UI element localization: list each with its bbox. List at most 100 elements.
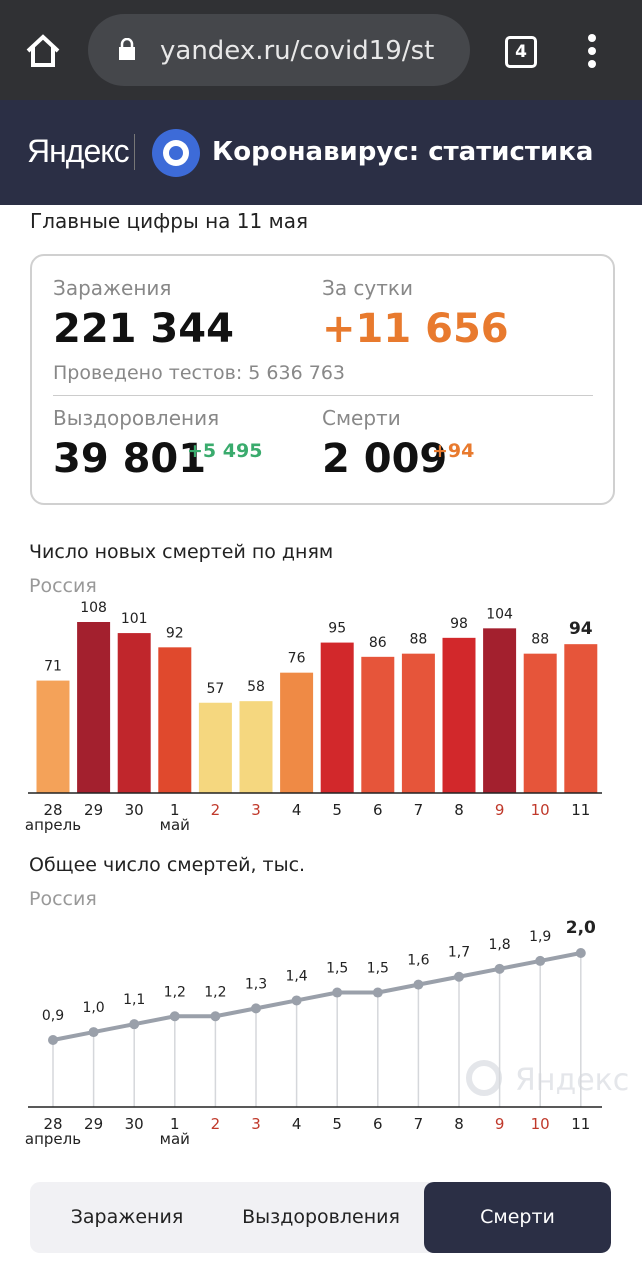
chart-title: Число новых смертей по дням [29,541,333,563]
value-label: 1,6 [407,953,429,969]
bar [483,628,517,793]
value-label: 86 [369,635,387,651]
bar [361,656,395,793]
tab[interactable]: Смерти [424,1182,611,1253]
bar [401,653,435,793]
x-tick-label: 29 [84,801,103,819]
x-tick-label: 8 [454,1115,464,1133]
value-label: 94 [569,619,593,639]
x-tick-label: 11 [571,1115,590,1133]
point [575,948,586,958]
label: Выздоровления [53,406,220,430]
x-tick-label: 1 [170,1115,180,1133]
chart-subtitle: Россия [29,575,97,597]
value-label: 1,0 [82,1000,104,1016]
bar [117,633,151,793]
logo[interactable]: Яндекс [27,133,130,169]
value: +11 656 [322,306,509,352]
label: Заражения [53,276,172,300]
charts: Число новых смертей по днямРоссия7110810… [25,541,629,1148]
value-label: 98 [450,616,468,632]
x-tick-label: 6 [373,1115,383,1133]
line [52,951,582,1042]
value-label: 1,9 [529,929,551,945]
bar [158,647,192,793]
value-label: 108 [80,600,107,616]
value-label: 101 [121,611,148,627]
x-tick-label: 3 [251,1115,261,1133]
value-label: 57 [206,681,224,697]
watermark: Яндекс [515,1063,629,1098]
x-tick-label: 28 [43,1115,62,1133]
value-label: 95 [328,621,346,637]
x-tick-label: 9 [495,801,505,819]
x-tick-label: 30 [125,801,144,819]
bar [564,644,598,793]
point [535,955,546,966]
x-tick-label: 29 [84,1115,103,1133]
tab[interactable]: Выздоровления [242,1206,400,1228]
value-label: 1,2 [204,984,226,1000]
tab[interactable]: Заражения [70,1206,184,1228]
bar [239,701,273,793]
value-label: 1,7 [448,945,470,961]
bar [280,672,314,793]
bar [36,680,70,793]
x-tick-label: 30 [125,1115,144,1133]
value-label: 71 [44,659,62,675]
bar [320,642,354,793]
point [88,1027,99,1038]
value: 39 801 [53,436,207,482]
x-tick-label: 7 [414,1115,424,1133]
value-label: 1,2 [164,984,186,1000]
point [210,1011,221,1022]
point [48,1035,58,1045]
point [332,987,343,998]
point [454,971,464,982]
menu-icon[interactable] [586,34,598,68]
x-tick-label: 9 [495,1115,505,1133]
label: Смерти [322,406,401,430]
x-tick-label: 11 [571,801,590,819]
label: За сутки [322,276,413,300]
url-field[interactable]: yandex.ru/covid19/st [88,14,470,86]
tab-count[interactable]: 4 [505,36,537,68]
x-tick-label: 5 [332,801,342,819]
x-tick-label: 8 [454,801,464,819]
x-tick-label: 4 [292,1115,302,1133]
x-tick-label: 2 [211,801,221,819]
value-label: 1,4 [285,968,307,984]
chart-title: Общее число смертей, тыс. [29,854,305,876]
chart-subtitle: Россия [29,888,97,910]
site-header: Яндекс Коронавирус: статистика [0,100,642,205]
delta: +5 495 [187,440,263,462]
point [494,963,505,974]
x-tick-label: 3 [251,801,261,819]
value-label: 1,5 [367,961,389,977]
point [129,1019,140,1030]
x-tick-label: 5 [332,1115,342,1133]
point [291,995,302,1006]
bar [198,702,232,793]
bar [77,622,111,793]
summary-card: Заражения 221 344 За сутки +11 656 Прове… [30,254,615,505]
bar [523,653,557,793]
value: 221 344 [53,306,234,352]
value-label: 2,0 [566,918,596,938]
value-label: 1,5 [326,961,348,977]
x-tick-label: 1 [170,801,180,819]
value-label: 58 [247,679,265,695]
point [251,1003,261,1014]
home-icon[interactable] [24,33,62,69]
browser-bar: yandex.ru/covid19/st 4 [0,0,642,100]
value-label: 88 [531,632,549,648]
x-tick-label: 7 [414,801,424,819]
value-label: 104 [486,606,513,622]
month-label: май [160,1130,190,1148]
value-label: 88 [409,632,427,648]
value-label: 1,3 [245,976,267,992]
heading: Главные цифры на 11 мая [30,209,308,233]
x-tick-label: 4 [292,801,302,819]
watermark-icon [466,1060,502,1096]
point [372,987,383,998]
